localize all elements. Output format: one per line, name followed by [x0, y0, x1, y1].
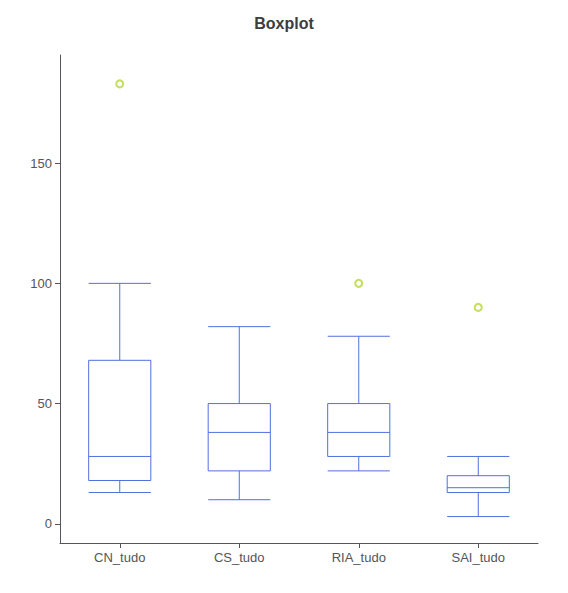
svg-text:CS_tudo: CS_tudo: [214, 550, 265, 565]
svg-text:0: 0: [45, 516, 52, 531]
svg-text:RIA_tudo: RIA_tudo: [332, 550, 386, 565]
svg-text:50: 50: [38, 396, 52, 411]
svg-text:150: 150: [30, 156, 52, 171]
svg-text:CN_tudo: CN_tudo: [94, 550, 145, 565]
svg-text:Boxplot: Boxplot: [254, 15, 314, 32]
svg-text:SAI_tudo: SAI_tudo: [452, 550, 506, 565]
svg-text:100: 100: [30, 276, 52, 291]
